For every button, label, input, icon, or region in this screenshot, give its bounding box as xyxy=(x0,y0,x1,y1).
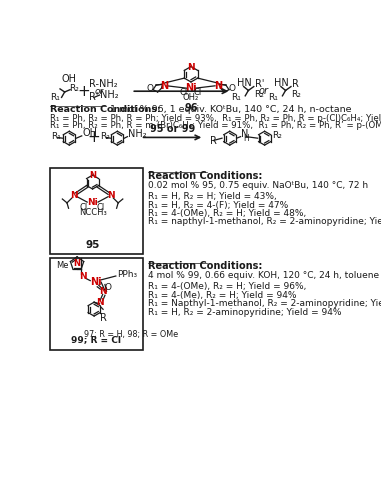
Bar xyxy=(50,168,143,254)
Text: NH₂: NH₂ xyxy=(128,129,147,139)
Text: R': R' xyxy=(255,79,264,88)
Text: R₁: R₁ xyxy=(231,93,240,102)
Text: 99; R = Cl: 99; R = Cl xyxy=(70,335,121,344)
Text: 1 mol % 96, 1 equiv. KOᵗBu, 140 °C, 24 h, n-octane: 1 mol % 96, 1 equiv. KOᵗBu, 140 °C, 24 h… xyxy=(107,105,351,114)
Text: 97; R = H, 98; R = OMe: 97; R = H, 98; R = OMe xyxy=(84,330,178,339)
Text: N: N xyxy=(214,81,222,91)
Text: 96: 96 xyxy=(184,103,198,113)
Text: Reaction Conditions:: Reaction Conditions: xyxy=(50,105,161,114)
Text: R₁ = 4-(OMe), R₂ = H; Yield = 96%,: R₁ = 4-(OMe), R₂ = H; Yield = 96%, xyxy=(148,282,307,291)
Text: Cl: Cl xyxy=(180,88,188,97)
Text: PPh₃: PPh₃ xyxy=(117,270,138,279)
Text: R: R xyxy=(210,136,217,146)
Text: R₂: R₂ xyxy=(69,83,79,92)
Text: Reaction Conditions:: Reaction Conditions: xyxy=(148,171,263,181)
Text: NCCH₃: NCCH₃ xyxy=(79,208,106,217)
Text: N: N xyxy=(70,191,78,200)
Text: Me: Me xyxy=(56,261,69,270)
Text: Cl: Cl xyxy=(97,203,105,212)
Text: OH: OH xyxy=(62,74,77,84)
Text: R₁ = Ph, R₂ = Ph, R = Ph; Yield = 93%,  R₁ = Ph, R₂ = Ph, R = p-(Cl)C₆H₄; Yield : R₁ = Ph, R₂ = Ph, R = Ph; Yield = 93%, R… xyxy=(50,113,381,123)
Text: H: H xyxy=(243,135,249,144)
Text: R₁ = 4-(Me), R₂ = H; Yield = 94%: R₁ = 4-(Me), R₂ = H; Yield = 94% xyxy=(148,291,297,300)
Text: R₁: R₁ xyxy=(268,93,278,102)
Text: N: N xyxy=(107,191,115,200)
Text: OH₂: OH₂ xyxy=(183,93,199,102)
Text: 0.02 mol % 95, 0.75 equiv. NaOᵗBu, 140 °C, 72 h: 0.02 mol % 95, 0.75 equiv. NaOᵗBu, 140 °… xyxy=(148,180,368,189)
Text: N: N xyxy=(160,81,168,91)
Text: R₁ = napthyl-1-methanol, R₂ = 2-aminopyridine; Yield = 90%: R₁ = napthyl-1-methanol, R₂ = 2-aminopyr… xyxy=(148,218,381,227)
Text: N: N xyxy=(96,298,103,307)
Text: Reaction Conditions:: Reaction Conditions: xyxy=(148,261,263,271)
Text: HN: HN xyxy=(274,78,289,88)
Text: Ni: Ni xyxy=(90,277,101,287)
Text: or: or xyxy=(94,86,103,96)
Text: or: or xyxy=(259,86,269,96)
Text: O: O xyxy=(146,83,154,92)
Text: R₁ = 4-(OMe), R₂ = H; Yield = 48%,: R₁ = 4-(OMe), R₂ = H; Yield = 48%, xyxy=(148,209,307,218)
Text: N: N xyxy=(74,259,80,268)
Text: R₂: R₂ xyxy=(272,131,282,140)
Text: Ni: Ni xyxy=(87,198,98,207)
Text: R: R xyxy=(292,79,299,88)
Text: 95 or 99: 95 or 99 xyxy=(150,124,195,134)
Text: R₁: R₁ xyxy=(51,132,61,141)
Text: R₂: R₂ xyxy=(100,132,110,141)
Text: R₁ = Ph, R₂ = Ph, R = m-(Br)C₆H₄; Yield = 91%,  R₁ = Ph, R₂ = Ph, R’ = p-(OMe)C₆: R₁ = Ph, R₂ = Ph, R = m-(Br)C₆H₄; Yield … xyxy=(50,121,381,130)
Bar xyxy=(50,257,143,350)
Text: N: N xyxy=(79,272,86,281)
Text: R₂: R₂ xyxy=(254,90,264,99)
Text: +: + xyxy=(88,130,101,145)
Text: NH₂: NH₂ xyxy=(100,90,119,100)
Text: Cl: Cl xyxy=(80,203,88,212)
Text: R₁ = H, R₂ = 4-(F); Yield = 47%: R₁ = H, R₂ = 4-(F); Yield = 47% xyxy=(148,201,289,210)
Text: R₁ = H, R₂ = 2-aminopyridine; Yield = 94%: R₁ = H, R₂ = 2-aminopyridine; Yield = 94… xyxy=(148,308,342,317)
Text: N: N xyxy=(242,129,249,139)
Text: Cl: Cl xyxy=(194,88,202,97)
Text: R': R' xyxy=(90,92,99,102)
Text: N: N xyxy=(99,287,107,296)
Text: Ni: Ni xyxy=(185,83,197,93)
Text: R-NH₂: R-NH₂ xyxy=(90,79,118,88)
Text: O: O xyxy=(229,83,235,92)
Text: N: N xyxy=(187,63,195,72)
Text: 95: 95 xyxy=(85,240,100,250)
Text: R₁ = Napthyl-1-methanol, R₂ = 2-aminopyridine; Yield = 93%,: R₁ = Napthyl-1-methanol, R₂ = 2-aminopyr… xyxy=(148,299,381,308)
Text: R: R xyxy=(100,313,107,323)
Text: +: + xyxy=(77,83,90,99)
Text: R₂: R₂ xyxy=(291,90,301,99)
Text: R₁ = H, R₂ = H; Yield = 43%,: R₁ = H, R₂ = H; Yield = 43%, xyxy=(148,192,277,201)
Text: N: N xyxy=(89,171,96,180)
Text: HN: HN xyxy=(237,78,251,88)
Text: O: O xyxy=(104,283,112,292)
Text: 4 mol % 99, 0.66 equiv. KOH, 120 °C, 24 h, toluene: 4 mol % 99, 0.66 equiv. KOH, 120 °C, 24 … xyxy=(148,271,379,280)
Text: OH: OH xyxy=(83,128,98,138)
Text: R₁: R₁ xyxy=(50,93,60,102)
